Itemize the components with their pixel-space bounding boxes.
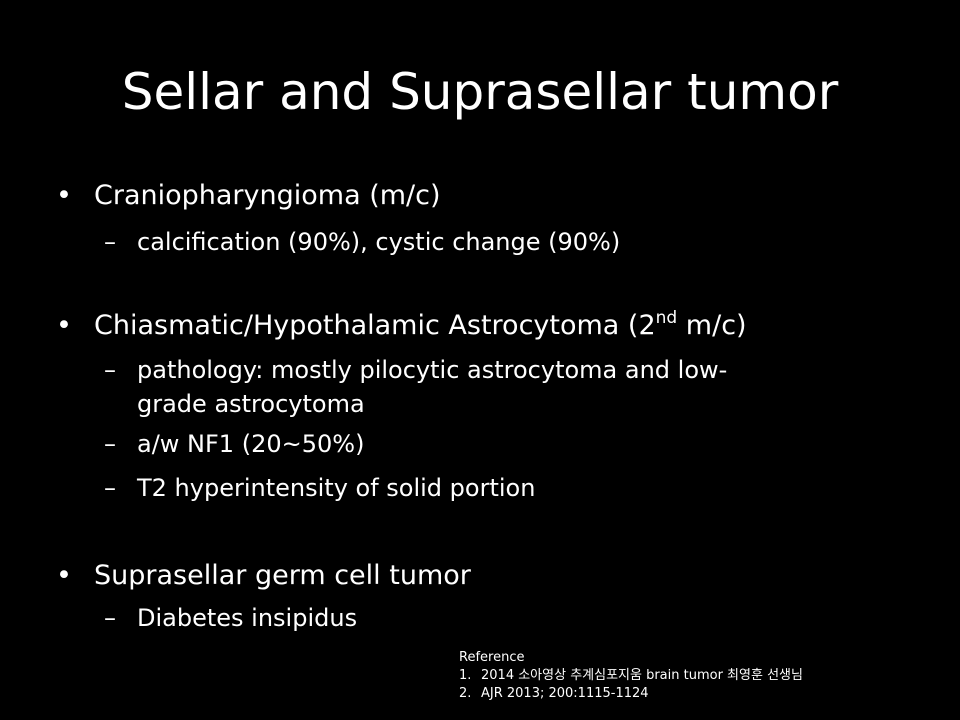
dash-icon: – <box>104 474 116 502</box>
sub-text: a/w NF1 (20~50%) <box>137 430 365 458</box>
reference-block: Reference 1. 2014 소아영상 추계심포지움 brain tumor… <box>459 649 939 703</box>
dash-icon: – <box>104 604 116 632</box>
superscript: nd <box>655 308 678 328</box>
reference-item: 2. AJR 2013; 200:1115-1124 <box>459 685 939 703</box>
sub-text: T2 hyperintensity of solid portion <box>137 474 536 502</box>
reference-item: 1. 2014 소아영상 추계심포지움 brain tumor 최영훈 선생님 <box>459 667 939 685</box>
reference-number: 2. <box>459 686 472 701</box>
reference-number: 1. <box>459 668 472 683</box>
dash-icon: – <box>104 356 116 384</box>
reference-text: AJR 2013; 200:1115-1124 <box>481 686 649 701</box>
bullet-text-tail: m/c) <box>677 310 747 341</box>
reference-text: 2014 소아영상 추계심포지움 brain tumor 최영훈 선생님 <box>481 668 803 683</box>
bullet-dot-icon: • <box>56 560 72 591</box>
bullet-text-main: Chiasmatic/Hypothalamic Astrocytoma (2 <box>94 310 656 341</box>
dash-icon: – <box>104 430 116 458</box>
bullet-dot-icon: • <box>56 310 72 341</box>
bullet-dot-icon: • <box>56 180 72 211</box>
slide-title: Sellar and Suprasellar tumor <box>121 63 839 121</box>
bullet-text: Chiasmatic/Hypothalamic Astrocytoma (2nd… <box>94 306 747 346</box>
sub-text: grade astrocytoma <box>137 390 365 418</box>
sub-text: calcification (90%), cystic change (90%) <box>137 228 621 256</box>
sub-text: pathology: mostly pilocytic astrocytoma … <box>137 356 728 384</box>
dash-icon: – <box>104 228 116 256</box>
sub-text: Diabetes insipidus <box>137 604 358 632</box>
bullet-text: Craniopharyngioma (m/c) <box>94 180 441 211</box>
bullet-text: Suprasellar germ cell tumor <box>94 560 471 591</box>
reference-heading: Reference <box>459 650 525 665</box>
